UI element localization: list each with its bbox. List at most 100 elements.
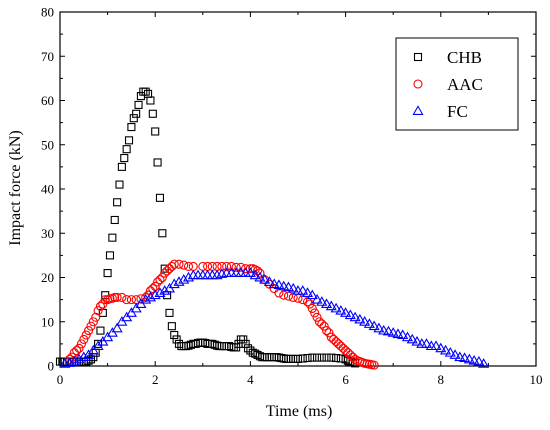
y-axis-title: Impact force (kN) <box>7 130 24 246</box>
data-point-fc <box>192 269 204 280</box>
data-point-fc <box>397 329 409 339</box>
y-tick-label: 80 <box>41 5 54 20</box>
data-point-chb <box>312 353 322 362</box>
data-point-chb <box>317 353 326 362</box>
data-point-chb <box>236 335 245 344</box>
data-point-fc <box>440 344 452 355</box>
data-point-aac <box>198 261 208 271</box>
data-point-aac <box>307 303 317 314</box>
data-point-fc <box>406 333 418 344</box>
data-point-aac <box>164 264 175 274</box>
data-point-chb <box>136 92 145 101</box>
data-point-aac <box>369 360 379 370</box>
data-point-chb <box>129 114 138 123</box>
data-point-aac <box>100 295 110 305</box>
data-point-chb <box>291 354 300 363</box>
data-point-fc <box>287 282 299 293</box>
data-point-chb <box>115 180 124 189</box>
y-tick-label: 60 <box>41 93 54 108</box>
data-point-aac <box>333 339 344 349</box>
data-point-fc <box>273 279 285 289</box>
data-point-fc <box>111 322 123 333</box>
data-point-fc <box>401 331 414 342</box>
series-fc <box>59 267 490 368</box>
data-point-aac <box>319 321 329 331</box>
data-point-chb <box>243 344 253 353</box>
data-point-aac <box>112 292 122 302</box>
y-tick-label: 10 <box>41 314 54 329</box>
data-point-fc <box>197 269 209 280</box>
legend: CHB AAC FC <box>395 37 519 131</box>
data-point-fc <box>468 354 480 365</box>
data-point-fc <box>254 271 266 282</box>
data-point-fc <box>387 327 399 337</box>
data-point-fc <box>463 353 475 364</box>
data-point-chb <box>172 335 181 344</box>
data-point-fc <box>149 289 161 300</box>
data-point-chb <box>284 354 293 363</box>
data-point-fc <box>449 349 461 359</box>
data-point-aac <box>93 306 103 316</box>
data-point-chb <box>303 353 312 363</box>
data-point-chb <box>141 87 150 96</box>
data-point-chb <box>220 342 229 351</box>
data-point-chb <box>239 335 248 344</box>
data-point-aac <box>207 261 217 271</box>
data-point-aac <box>88 317 98 327</box>
data-point-fc <box>368 320 380 331</box>
data-point-fc <box>306 289 318 300</box>
data-point-fc <box>244 267 256 278</box>
data-point-aac <box>95 301 106 311</box>
data-point-chb <box>96 326 105 335</box>
data-point-fc <box>154 287 166 297</box>
data-point-fc <box>282 281 295 292</box>
data-point-fc <box>144 291 156 302</box>
y-tick-label: 30 <box>41 226 54 241</box>
data-point-aac <box>283 291 294 301</box>
data-point-aac <box>226 261 236 271</box>
data-point-chb <box>110 215 119 225</box>
data-point-fc <box>78 351 90 362</box>
data-point-chb <box>158 229 167 238</box>
x-axis-title: Time (ms) <box>266 403 333 420</box>
data-point-chb <box>148 109 157 118</box>
data-point-fc <box>301 287 314 297</box>
data-point-aac <box>141 292 151 302</box>
data-point-fc <box>420 338 433 348</box>
data-point-aac <box>126 295 136 305</box>
data-point-fc <box>178 274 190 284</box>
x-tick-label: 4 <box>247 372 254 387</box>
data-point-chb <box>167 322 176 331</box>
data-point-fc <box>297 285 309 295</box>
data-point-aac <box>188 261 198 271</box>
data-point-chb <box>105 251 115 260</box>
data-point-chb <box>144 89 153 98</box>
data-point-fc <box>202 269 214 280</box>
x-tick-label: 0 <box>57 372 64 387</box>
data-point-chb <box>289 354 298 363</box>
data-point-fc <box>330 302 342 313</box>
data-point-chb <box>298 354 307 363</box>
data-point-aac <box>312 312 322 322</box>
data-point-aac <box>174 259 184 269</box>
data-point-aac <box>212 261 222 271</box>
data-point-chb <box>120 153 129 163</box>
data-point-aac <box>329 334 339 345</box>
data-point-chb <box>139 87 148 96</box>
data-point-chb <box>122 145 131 154</box>
data-point-aac <box>110 292 120 302</box>
series-markers <box>55 87 490 370</box>
data-point-aac <box>76 339 86 349</box>
data-point-fc <box>249 269 261 280</box>
data-point-chb <box>108 233 117 242</box>
data-point-chb <box>308 353 317 362</box>
data-point-chb <box>179 342 188 351</box>
data-point-aac <box>86 321 96 331</box>
data-point-fc <box>473 355 485 366</box>
data-point-aac <box>305 299 315 309</box>
axis-ticks: 0 2 4 6 8 10 0 10 20 30 40 50 60 70 80 <box>41 5 543 388</box>
data-point-chb <box>151 127 160 136</box>
data-point-fc <box>354 313 366 324</box>
data-point-chb <box>103 269 112 278</box>
